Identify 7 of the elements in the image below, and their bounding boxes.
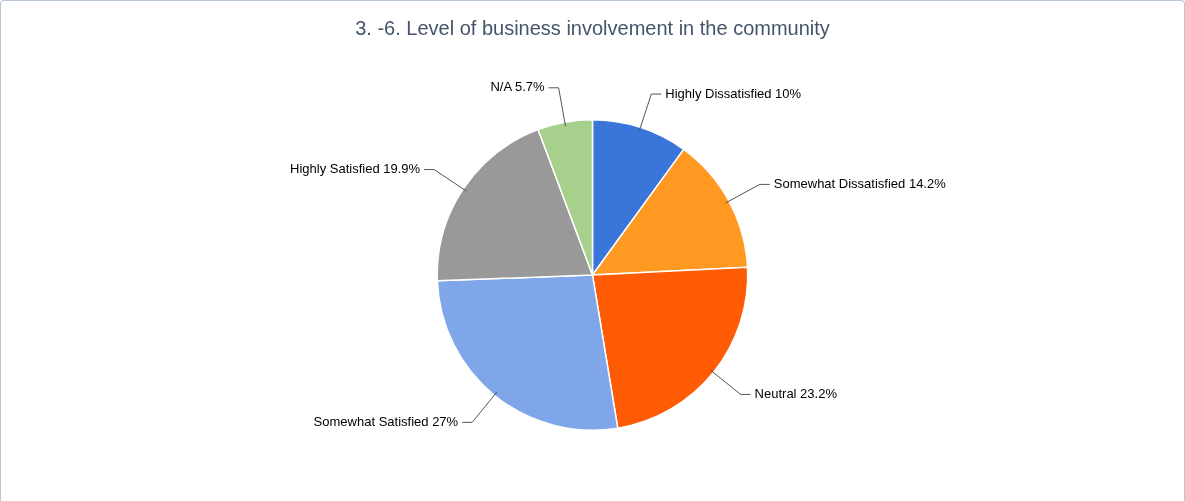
slice-label: N/A 5.7% bbox=[490, 79, 546, 95]
chart-title: 3. -6. Level of business involvement in the community bbox=[355, 16, 830, 39]
slice-label: Highly Satisfied 19.9% bbox=[290, 161, 421, 177]
slice-label: Somewhat Dissatisfied 14.2% bbox=[773, 175, 947, 191]
slice-label: Neutral 23.2% bbox=[754, 386, 838, 401]
slice-label: Somewhat Satisfied 27% bbox=[313, 413, 459, 429]
slice-label: Highly Dissatisfied 10% bbox=[665, 85, 802, 101]
